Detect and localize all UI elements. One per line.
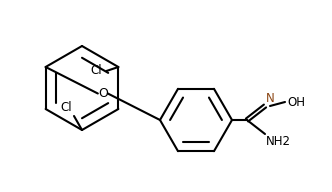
- Text: O: O: [98, 87, 108, 100]
- Text: N: N: [266, 92, 275, 105]
- Text: NH2: NH2: [266, 135, 291, 148]
- Text: OH: OH: [287, 95, 305, 108]
- Text: Cl: Cl: [60, 101, 72, 114]
- Text: Cl: Cl: [91, 65, 102, 78]
